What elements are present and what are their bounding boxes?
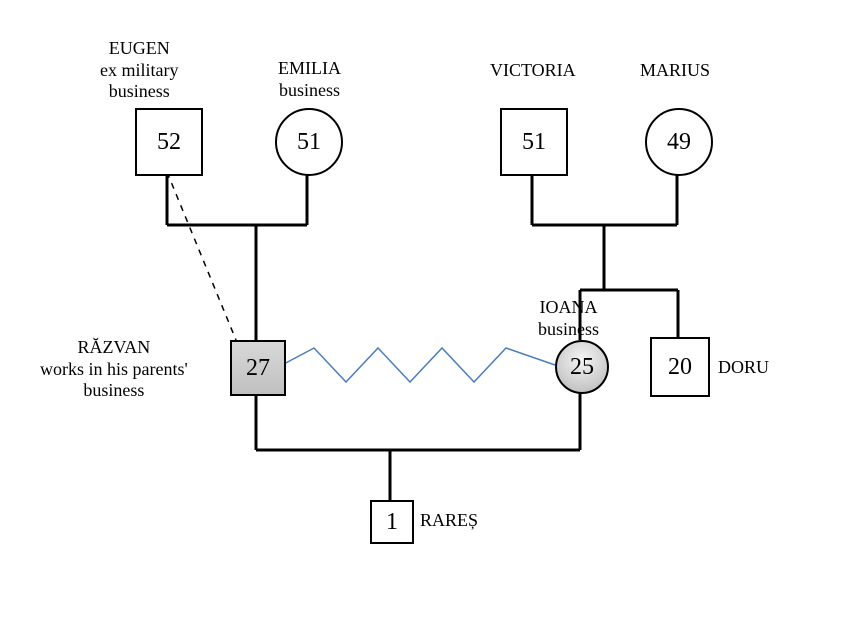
razvan-name: RĂZVANworks in his parents'business — [40, 337, 188, 400]
victoria-age: 51 — [522, 129, 546, 156]
marius-node: 49 — [645, 108, 713, 176]
rares-node: 1 — [370, 500, 414, 544]
marius-age: 49 — [667, 129, 691, 156]
eugen-age: 52 — [157, 129, 181, 156]
doru-node: 20 — [650, 337, 710, 397]
victoria-node: 51 — [500, 108, 568, 176]
doru-label: DORU — [718, 357, 769, 379]
razvan-age: 27 — [246, 355, 270, 382]
marius-label: MARIUS — [640, 60, 710, 82]
razvan-label: RĂZVANworks in his parents'business — [40, 337, 188, 402]
marius-name: MARIUS — [640, 60, 710, 80]
doru-name: DORU — [718, 357, 769, 377]
ioana-label: IOANAbusiness — [538, 297, 599, 340]
emilia-node: 51 — [275, 108, 343, 176]
emilia-label: EMILIAbusiness — [278, 58, 341, 101]
rares-name: RAREȘ — [420, 510, 478, 530]
eugen-node: 52 — [135, 108, 203, 176]
rares-label: RAREȘ — [420, 510, 478, 532]
ioana-node: 25 — [555, 340, 609, 394]
emilia-name: EMILIAbusiness — [278, 58, 341, 100]
doru-age: 20 — [668, 354, 692, 381]
eugen-name: EUGENex militarybusiness — [100, 38, 178, 101]
rares-age: 1 — [386, 509, 398, 536]
victoria-label: VICTORIA — [490, 60, 576, 82]
genogram-canvas: EUGENex militarybusiness 52 EMILIAbusine… — [0, 0, 850, 627]
ioana-age: 25 — [570, 354, 594, 381]
ioana-name: IOANAbusiness — [538, 297, 599, 339]
eugen-label: EUGENex militarybusiness — [100, 38, 178, 103]
victoria-name: VICTORIA — [490, 60, 576, 80]
razvan-node: 27 — [230, 340, 286, 396]
emilia-age: 51 — [297, 129, 321, 156]
